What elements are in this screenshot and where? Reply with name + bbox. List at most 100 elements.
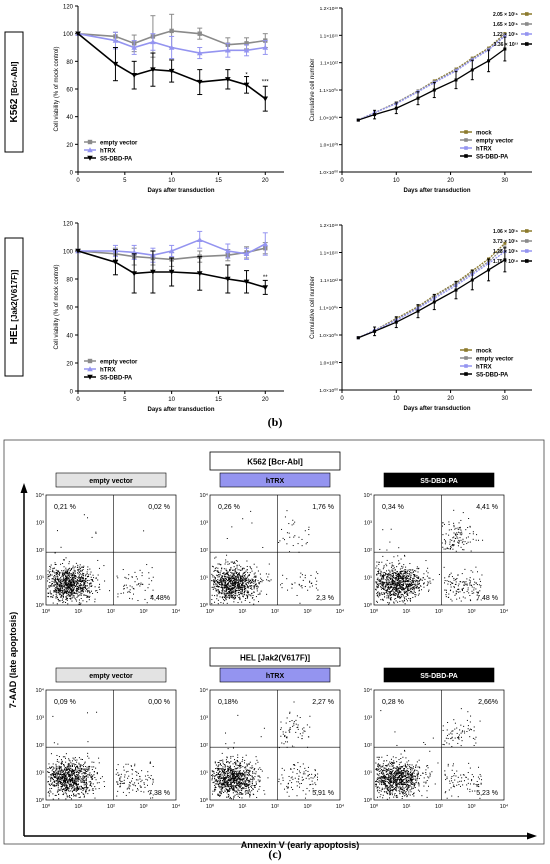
y-tick-label: 60 (66, 306, 73, 312)
y-tick-label: 100 (63, 32, 74, 38)
x-tick-label: 20 (447, 396, 454, 402)
endpoint-label: 1.06 × 10¹⁶ (493, 229, 518, 235)
legend-label: S5-DBD-PA (100, 157, 133, 163)
y-tick-label: 120 (63, 222, 74, 228)
data-point (196, 237, 203, 242)
data-point (150, 67, 156, 73)
y-tick-label: 80 (66, 60, 73, 66)
group-label-box (209, 647, 341, 667)
scatter-dots (47, 711, 154, 800)
y-tick-label: 60 (66, 88, 73, 94)
quadrant-upper-left: 0,09 % (54, 699, 76, 706)
row-label-k562-sub: [Bcr-Abl] (10, 61, 19, 96)
endpoint-marker (525, 259, 529, 263)
series-s5-dbd-pa (356, 247, 507, 340)
legend-marker (464, 138, 468, 142)
x-tick-label: 10¹ (239, 804, 247, 810)
group-label-box (209, 451, 341, 471)
x-tick-label: 10 (393, 396, 400, 402)
series-line (358, 259, 506, 339)
x-tick-label: 10⁰ (42, 803, 51, 810)
data-point (75, 248, 81, 254)
significance-marker: * (245, 73, 248, 79)
x-axis-label: Days after transduction (403, 406, 470, 412)
data-point (131, 44, 137, 50)
x-tick-label: 0 (76, 178, 80, 184)
data-point (470, 278, 474, 282)
series-line (358, 35, 506, 121)
condition-label-box (383, 472, 495, 488)
x-tick-label: 10⁰ (42, 608, 51, 615)
chart-flow-cytometry: 7-AAD (late apoptosis) Annexin V (early a… (3, 439, 545, 850)
series-line (358, 33, 506, 121)
data-point (131, 72, 137, 78)
big-x-arrow (527, 832, 537, 840)
x-tick-label: 10⁰ (206, 803, 215, 810)
x-tick-label: 10² (435, 804, 443, 810)
x-tick-label: 0 (76, 397, 80, 403)
condition-label: hTRX (266, 478, 285, 485)
y-tick-label: 1.1×10¹⁵ (320, 33, 338, 39)
legend-marker (87, 155, 93, 161)
condition-label: empty vector (89, 478, 133, 485)
data-point (243, 82, 250, 88)
endpoint-marker (525, 239, 529, 243)
legend-label: mock (476, 349, 492, 355)
series-line (358, 246, 506, 339)
y-tick-label: 10² (364, 548, 372, 554)
legend-marker (464, 372, 468, 376)
condition-label: hTRX (266, 673, 285, 680)
plot-frame (209, 689, 341, 801)
series-htrx (356, 250, 507, 340)
chart-hel-cumulative: 1.0×10⁰⁰ 1.0×10⁰³ 1.0×10⁰⁶ 1.1×10⁰⁹ 1.1×10¹²… (310, 223, 532, 412)
data-point (225, 77, 231, 83)
data-point (503, 32, 507, 36)
x-axis-label: Days after transduction (403, 188, 470, 194)
y-tick-label: 10² (364, 743, 372, 749)
x-tick-label: 15 (215, 397, 222, 403)
scatter-dots (47, 514, 154, 605)
legend-label: empty vector (476, 139, 514, 145)
x-tick-label: 10² (107, 609, 115, 615)
y-tick-label: 10³ (200, 521, 208, 527)
data-point (454, 78, 458, 82)
legend-marker (464, 146, 468, 150)
quadrant-upper-right: 0,00 % (148, 699, 170, 706)
quadrant-lower-right: 5,91 % (312, 790, 334, 797)
x-tick-label: 10² (271, 804, 279, 810)
y-tick-label: 10⁰ (200, 797, 209, 804)
data-point (262, 285, 269, 291)
y-tick-label: 10³ (364, 716, 372, 722)
legend-label: empty vector (476, 357, 514, 363)
y-tick-label: 1.1×10⁰⁹ (319, 88, 338, 94)
data-point (112, 61, 119, 67)
x-tick-label: 10¹ (75, 804, 83, 810)
scatter-dots (375, 509, 484, 605)
data-point (416, 309, 420, 313)
y-tick-label: 10¹ (200, 771, 208, 777)
x-tick-label: 10⁰ (370, 608, 379, 615)
x-tick-label: 0 (340, 396, 344, 402)
x-tick-label: 30 (502, 178, 509, 184)
scatter-dots (211, 510, 319, 605)
y-tick-label: 10¹ (36, 771, 44, 777)
series-line (358, 251, 506, 339)
series-s5-dbd-pa (75, 31, 269, 112)
data-point (196, 271, 203, 277)
x-tick-label: 5 (123, 178, 127, 184)
quadrant-upper-right: 4,41 % (476, 504, 498, 511)
x-tick-label: 10⁴ (500, 803, 509, 810)
legend-marker (87, 366, 93, 372)
data-point (196, 50, 203, 56)
data-point (487, 268, 491, 272)
endpoint-marker (525, 22, 529, 26)
y-tick-label: 10³ (36, 521, 44, 527)
endpoint-marker (525, 12, 529, 16)
significance-marker: ** (263, 275, 268, 281)
x-tick-label: 10 (168, 397, 175, 403)
legend-label: S5-DBD-PA (476, 373, 509, 379)
endpoint-label: 3.73 × 10¹⁵ (493, 239, 519, 245)
legend-label: empty vector (100, 141, 138, 147)
